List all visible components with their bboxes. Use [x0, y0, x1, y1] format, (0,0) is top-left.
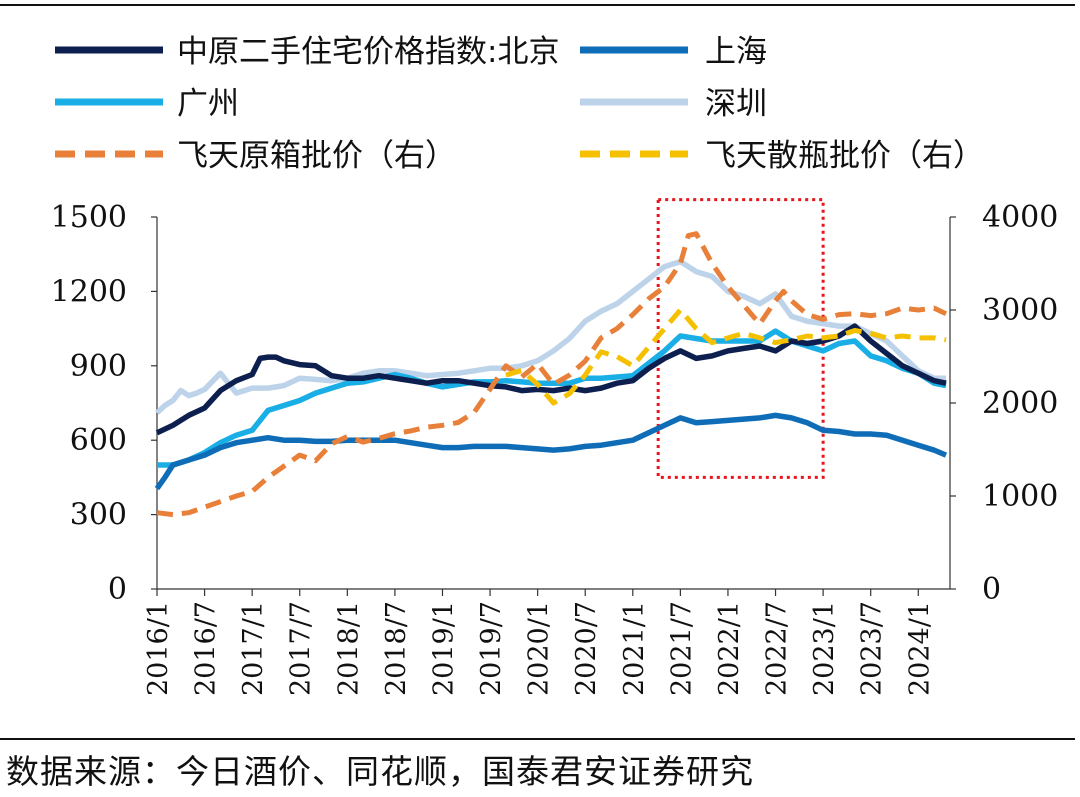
legend-label-1: 中原二手住宅价格指数:北京	[177, 34, 559, 70]
left-tick-label: 1200	[51, 274, 127, 309]
x-tick-label: 2016/1	[143, 601, 174, 696]
right-tick-label: 0	[982, 572, 1001, 607]
source-note: 数据来源：今日酒价、同花顺，国泰君安证券研究	[6, 752, 754, 791]
x-tick-label: 2021/1	[619, 601, 650, 696]
x-tick-label: 2020/7	[571, 601, 602, 696]
legend-label-4: 深圳	[705, 86, 767, 122]
x-tick-label: 2018/1	[333, 601, 364, 696]
legend-label-5: 飞天原箱批价（右）	[177, 138, 456, 174]
x-tick-label: 2019/7	[476, 601, 507, 696]
legend-label-6: 飞天散瓶批价（右）	[705, 138, 984, 174]
left-tick-label: 900	[70, 349, 127, 384]
right-tick-label: 1000	[982, 479, 1058, 514]
x-tick-label: 2022/7	[762, 601, 793, 696]
series-line-5	[156, 231, 948, 518]
top-rule	[0, 4, 1075, 6]
left-tick-label: 300	[70, 498, 127, 533]
series-line-4	[155, 258, 946, 415]
x-tick-label: 2024/1	[904, 601, 935, 696]
legend-label-2: 上海	[705, 34, 767, 70]
x-tick-label: 2023/7	[857, 601, 888, 696]
x-tick-label: 2021/7	[666, 601, 697, 696]
x-tick-label: 2023/1	[809, 601, 840, 696]
axes: 0 300 600 900 1200 1500 0 1000 2000 3000 4000 2016/…	[51, 200, 1059, 696]
left-tick-label: 1500	[51, 200, 127, 235]
left-tick-label: 0	[108, 572, 127, 607]
x-tick-label: 2016/7	[191, 601, 222, 696]
left-tick-label: 600	[70, 423, 127, 458]
series-line-3	[157, 328, 947, 468]
right-tick-label: 3000	[982, 293, 1058, 328]
series-line-1	[155, 323, 947, 436]
bottom-rule	[0, 738, 1075, 740]
x-tick-label: 2017/1	[238, 601, 269, 696]
x-tick-label: 2020/1	[524, 601, 555, 696]
series-line-2	[154, 412, 948, 491]
series-layer	[154, 231, 948, 518]
x-tick-label: 2019/1	[428, 601, 459, 696]
right-tick-label: 2000	[982, 386, 1058, 421]
legend-label-3: 广州	[177, 86, 239, 122]
right-tick-label: 4000	[982, 200, 1058, 235]
x-tick-label: 2022/1	[714, 601, 745, 696]
x-tick-label: 2017/7	[286, 601, 317, 696]
x-tick-label: 2018/7	[381, 601, 412, 696]
series-line-6	[505, 307, 947, 406]
